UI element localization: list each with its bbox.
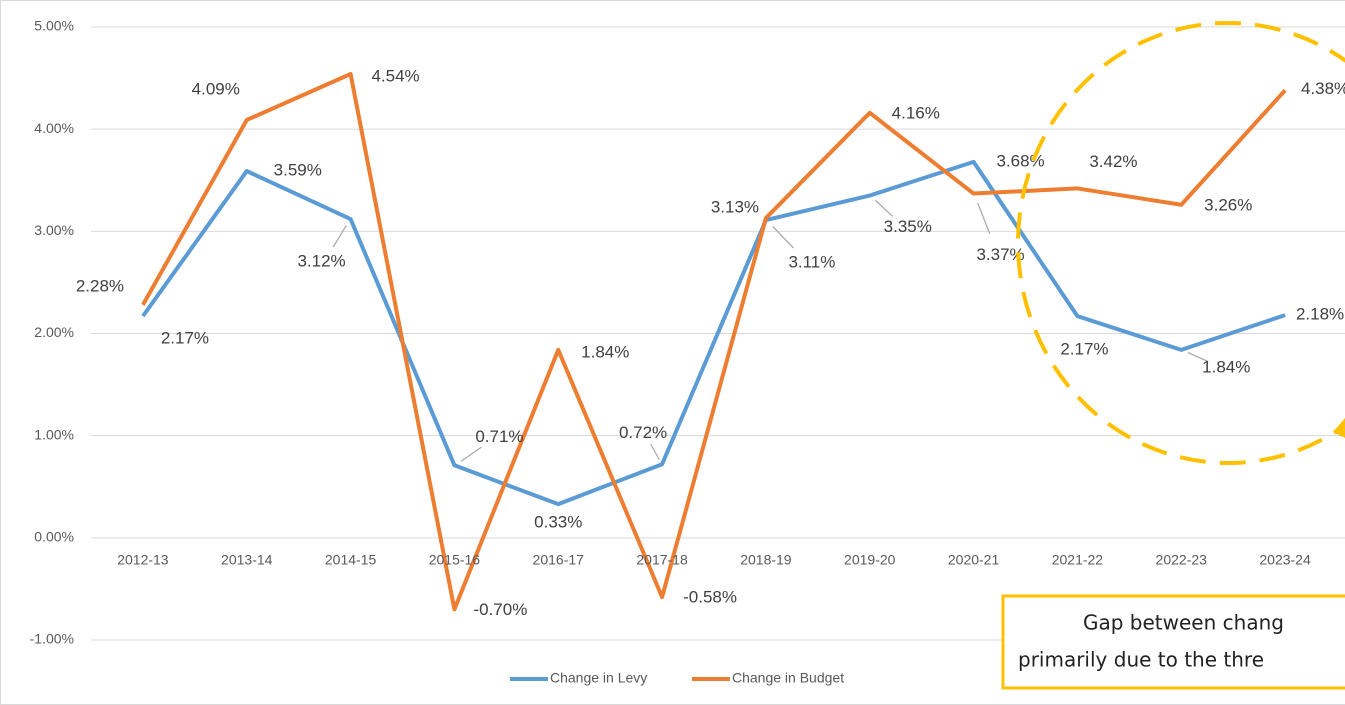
legend-label: Change in Levy [550,670,647,686]
leader-line [875,199,893,217]
data-label: 2.28% [76,276,124,295]
annotation-box [1001,594,1345,690]
series-line [141,159,1286,507]
data-label: 3.11% [788,253,835,272]
data-label: 2.17% [161,329,209,348]
x-tick-label: 2020-21 [948,552,1000,568]
x-tick-label: 2018-19 [740,552,792,568]
data-label: 4.16% [892,103,940,122]
data-label: 0.71% [475,427,523,446]
data-label: 4.38% [1301,79,1345,98]
data-label: -0.58% [683,588,737,607]
leader-line [650,443,660,460]
data-label: 1.84% [1202,357,1250,376]
x-tick-label: 2023-24 [1259,552,1311,568]
data-label: 3.12% [297,252,345,271]
legend-label: Change in Budget [732,670,844,686]
data-label: 1.84% [581,342,629,361]
series-line [141,71,1287,612]
plot: 2.17% 3.59% 3.12% 0.71% 0.33% 0.72% 3.11% 3.35%… [76,66,1345,618]
data-label: -0.70% [473,600,527,619]
leader-line [1187,351,1209,363]
y-tick-label: 5.00% [34,18,74,34]
x-tick-label: 2013-14 [221,552,273,568]
data-label: 2.17% [1060,340,1108,359]
data-label: 4.09% [192,79,240,98]
data-label: 3.35% [884,217,932,236]
data-label: 3.13% [711,198,759,217]
grid [91,26,1345,641]
leader-line [977,202,991,235]
data-label: 0.72% [619,423,667,442]
highlight-ellipse [1016,21,1345,465]
data-label: 3.59% [274,161,322,180]
y-tick-label: 1.00% [34,426,74,442]
x-tick-label: 2014-15 [325,552,377,568]
leader-line [772,226,794,249]
annotation-line: primarily due to the thre [1018,648,1264,672]
data-label: 3.26% [1204,195,1252,214]
data-label: 2.18% [1296,305,1344,324]
x-tick-label: 2021-22 [1052,552,1104,568]
data-label: 3.42% [1089,152,1137,171]
data-label: 3.37% [976,245,1024,264]
annotation-line: Gap between chang [1083,611,1284,635]
data-label: 0.33% [534,513,582,532]
y-tick-label: -1.00% [30,631,74,647]
x-tick-label: 2016-17 [533,552,585,568]
x-tick-label: 2012-13 [117,552,169,568]
y-tick-label: 0.00% [34,529,74,545]
leader-line [460,446,482,462]
x-tick-label: 2017-18 [636,552,688,568]
y-tick-label: 2.00% [34,324,74,340]
x-tick-label: 2019-20 [844,552,896,568]
x-tick-label: 2022-23 [1156,552,1208,568]
arrow-head [1333,418,1345,438]
data-label: 3.68% [996,151,1044,170]
leader-line [332,225,347,248]
y-tick-label: 3.00% [34,222,74,238]
y-tick-label: 4.00% [34,120,74,136]
data-label: 4.54% [371,66,419,85]
x-tick-label: 2015-16 [429,552,481,568]
